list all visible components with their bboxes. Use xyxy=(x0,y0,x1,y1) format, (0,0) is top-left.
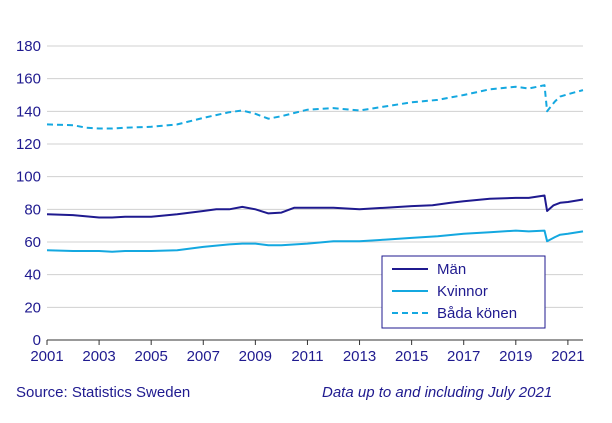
x-tick-label: 2007 xyxy=(187,348,220,365)
x-tick-label: 2001 xyxy=(30,348,63,365)
gridlines xyxy=(47,45,583,308)
x-axis: 2001 2003 2005 2007 2009 2011 2013 2015 2017 2019… xyxy=(30,339,585,365)
legend: Män Kvinnor Båda könen xyxy=(381,255,546,329)
x-tick-label: 2009 xyxy=(239,348,272,365)
y-tick-label: 40 xyxy=(24,267,41,284)
y-tick-label: 60 xyxy=(24,234,41,251)
y-axis: 0 20 40 60 80 100 120 140 160 180 xyxy=(16,38,41,349)
series-line-1 xyxy=(46,229,584,253)
x-tick-label: 2003 xyxy=(82,348,115,365)
legend-label-2: Båda könen xyxy=(437,305,517,322)
x-tick-label: 2017 xyxy=(447,348,480,365)
y-tick-label: 80 xyxy=(24,201,41,218)
source-note: Source: Statistics Sweden xyxy=(16,384,191,401)
y-tick-label: 20 xyxy=(24,299,41,316)
legend-label-1: Kvinnor xyxy=(437,283,488,300)
y-tick-label: 100 xyxy=(16,169,41,186)
y-tick-label: 160 xyxy=(16,71,41,88)
x-tick-label: 2015 xyxy=(395,348,428,365)
legend-label-0: Män xyxy=(437,261,466,278)
y-tick-label: 140 xyxy=(16,103,41,120)
x-tick-label: 2021 xyxy=(551,348,584,365)
y-tick-label: 120 xyxy=(16,136,41,153)
y-tick-label: 180 xyxy=(16,38,41,55)
x-tick-label: 2013 xyxy=(343,348,376,365)
y-tick-label: 0 xyxy=(33,332,41,349)
x-tick-label: 2005 xyxy=(134,348,167,365)
data-range-note: Data up to and including July 2021 xyxy=(322,384,553,401)
x-tick-label: 2019 xyxy=(499,348,532,365)
series-line-0 xyxy=(46,194,584,219)
series-line-2 xyxy=(46,84,584,130)
series-lines xyxy=(46,84,584,253)
x-tick-label: 2011 xyxy=(291,348,323,365)
